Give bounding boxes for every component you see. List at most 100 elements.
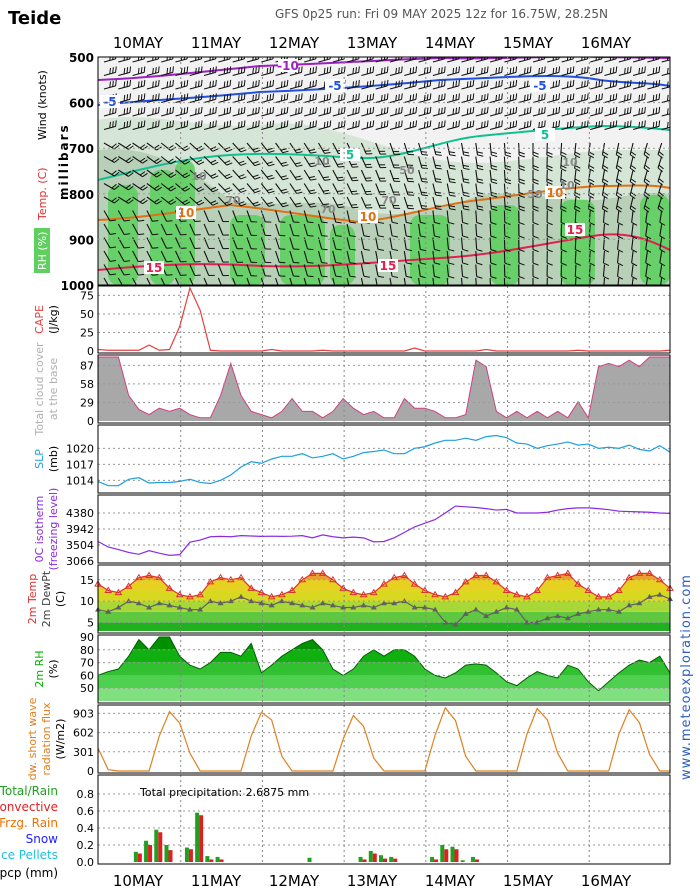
rh-green-patches: [108, 160, 670, 285]
panel-frame: [97, 494, 671, 564]
wind-barb-shaft: [160, 277, 166, 285]
pressure-tick-label: 1000: [61, 279, 94, 293]
wind-barb-feather: [266, 147, 273, 151]
wind-barb-feather: [472, 79, 475, 86]
wind-barb-feather: [383, 57, 386, 60]
wind-barb-feather: [129, 120, 132, 127]
wind-barb-shaft: [418, 183, 423, 196]
slp-line: [97, 434, 671, 487]
wind-barb-feather: [462, 191, 470, 195]
wind-barb-shaft: [160, 169, 171, 178]
pressure-tick-label: 700: [69, 142, 94, 156]
wind-barb-feather: [240, 203, 247, 207]
wind-barb-feather: [673, 66, 674, 72]
dewpt-point: [115, 604, 122, 610]
wind-barb-feather: [498, 67, 500, 74]
temp-point: [339, 584, 348, 591]
temp-point: [104, 586, 113, 593]
wind-barb-feather: [602, 151, 609, 156]
wind-barb-feather: [401, 79, 403, 86]
wind-barb-feather: [336, 190, 344, 192]
bar-convective: [393, 858, 398, 862]
wind-barb-feather: [441, 107, 443, 114]
wind-barb-feather: [658, 57, 660, 59]
wind-barb-shaft: [561, 125, 574, 131]
wind-barb-feather: [155, 80, 157, 87]
panel-side-label: Total cloud cover: [33, 342, 46, 437]
wind-barb-feather: [272, 57, 274, 59]
wind-barb-feather: [123, 67, 126, 75]
wind-barb-feather: [224, 173, 231, 177]
wind-barb-feather: [574, 192, 581, 196]
wind-barb-feather: [377, 248, 384, 251]
wind-barb-shaft: [175, 264, 182, 276]
wind-barb-feather: [515, 66, 518, 73]
temp-point: [502, 586, 511, 593]
wind-barb-feather: [315, 57, 317, 59]
wind-barb-shaft: [657, 156, 663, 169]
wind-barb-feather: [486, 106, 489, 113]
wind-barb-feather: [462, 178, 470, 181]
dewpt-point: [146, 604, 153, 610]
swr-line: [97, 706, 670, 772]
wind-barb-feather: [183, 107, 186, 114]
wind-barb-feather: [602, 208, 608, 213]
wind-barb-shaft: [489, 223, 492, 237]
temp-line: [97, 572, 671, 598]
wind-barb-feather: [612, 94, 615, 101]
wind-barb-feather: [296, 178, 303, 181]
wind-barb-feather: [409, 108, 412, 115]
wind-barb-shaft: [275, 210, 280, 223]
wind-barb-feather: [612, 67, 615, 74]
wind-barb-shaft: [403, 223, 407, 236]
wind-barb-feather: [169, 94, 172, 101]
isotherm-label: -5: [328, 79, 341, 93]
wind-barb-shaft: [232, 142, 242, 153]
wind-barb-feather: [552, 81, 555, 88]
wind-barb-feather: [602, 181, 608, 186]
wind-barb-shaft: [189, 264, 196, 276]
wind-barb-shaft: [160, 223, 167, 236]
wind-barb-feather: [210, 173, 217, 177]
wind-barb-shaft: [346, 210, 351, 223]
wind-barb-feather: [598, 80, 601, 87]
y-tick-label: 0.0: [77, 856, 95, 869]
wind-barb-shaft: [460, 196, 465, 209]
wind-barb-shaft: [389, 237, 393, 250]
wind-barb-feather: [602, 191, 609, 196]
wind-barb-shaft: [146, 277, 152, 285]
wind-barb-shaft: [645, 264, 648, 277]
wind-barb-feather: [298, 107, 300, 114]
isotherm-label-background: [176, 206, 196, 219]
bar-convective: [434, 859, 439, 862]
temp-point: [369, 588, 378, 596]
wind-barb-feather: [609, 94, 612, 102]
legend-entry: Convective: [0, 800, 58, 814]
wind-barb-feather: [252, 187, 259, 191]
temp-band: [98, 579, 670, 591]
wind-barb-feather: [200, 66, 203, 73]
wind-barb-feather: [114, 144, 120, 150]
wind-barb-feather: [409, 67, 412, 75]
wind-barb-shaft: [389, 71, 402, 77]
wind-barb-feather: [366, 81, 369, 88]
wind-barb-feather: [143, 79, 146, 86]
legend-entry: Ice Pellets: [0, 848, 58, 862]
wind-barb-feather: [435, 181, 442, 183]
wind-barb-feather: [395, 81, 397, 88]
wind-barb-feather: [616, 181, 622, 186]
wind-barb-shaft: [475, 250, 478, 264]
wind-barb-feather: [526, 121, 529, 128]
wind-barb-feather: [380, 67, 383, 75]
wind-barb-feather: [443, 93, 446, 100]
wind-barb-feather: [329, 66, 332, 73]
wind-barb-feather: [386, 57, 389, 59]
wind-barb-feather: [215, 79, 217, 86]
bar-convective: [444, 849, 449, 862]
date-label-bottom: 13MAY: [347, 872, 398, 890]
dewpt-point: [524, 619, 530, 625]
wind-barb-feather: [155, 94, 157, 101]
wind-barb-feather: [532, 181, 539, 185]
wind-barb-shaft: [289, 156, 298, 167]
